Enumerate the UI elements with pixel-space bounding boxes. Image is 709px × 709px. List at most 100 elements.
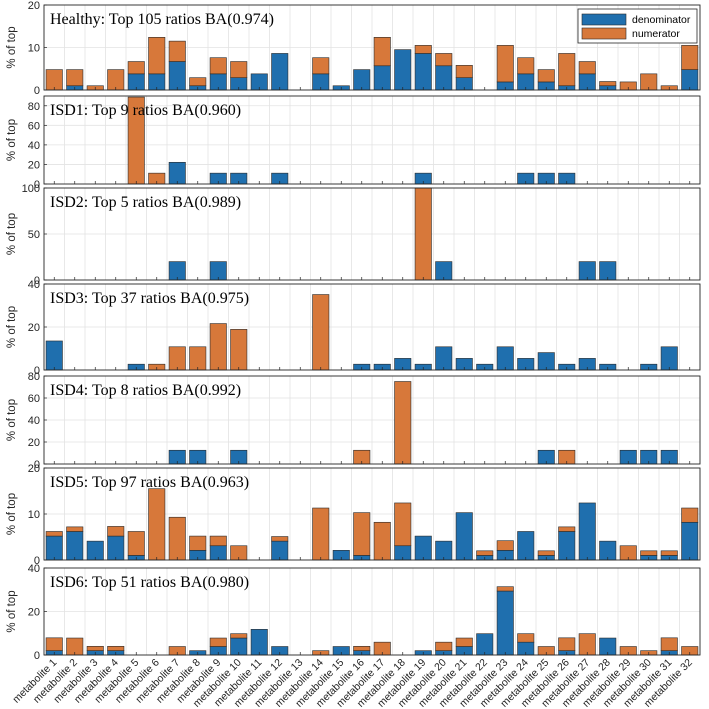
bar-numerator	[209, 637, 227, 647]
bar-numerator	[414, 187, 432, 281]
y-tick-label: 0	[34, 650, 40, 662]
bar-denominator	[168, 61, 186, 91]
bar-numerator	[578, 633, 596, 656]
bar-numerator	[168, 40, 186, 62]
panel-title: ISD1: Top 9 ratios BA(0.960)	[50, 102, 241, 119]
y-tick-label: 0	[34, 459, 40, 471]
bar-denominator	[107, 535, 125, 561]
bar-numerator	[168, 516, 186, 561]
panel-3: 0 50 100 % of top ISD2: Top 5 ratios BA(0.98…	[6, 183, 701, 287]
bar-numerator	[537, 550, 555, 556]
bar-denominator	[558, 531, 576, 561]
bar-numerator	[148, 36, 166, 75]
bar-numerator	[312, 57, 330, 75]
legend-label-denominator: denominator	[632, 14, 691, 26]
bar-denominator	[394, 49, 412, 91]
bar-numerator	[496, 540, 514, 551]
y-axis-label: % of top	[6, 493, 18, 535]
bar-numerator	[189, 535, 207, 551]
y-tick-label: 80	[28, 101, 40, 113]
axes-box	[43, 95, 701, 185]
bar-numerator	[435, 53, 453, 67]
bar-denominator	[66, 531, 84, 561]
panel-5: 0 20 40 60 80 % of top ISD4: Top 8 ratios BA(0…	[6, 371, 701, 471]
bar-numerator	[45, 69, 63, 91]
bar-numerator	[558, 526, 576, 532]
panel-title: Healthy: Top 105 ratios BA(0.974)	[50, 11, 274, 28]
panel-title: ISD3: Top 37 ratios BA(0.975)	[50, 290, 249, 307]
y-axis-label: % of top	[6, 306, 18, 348]
panel-2: 0 20 40 60 80 % of top ISD1: Top 9 ratios BA(0…	[6, 95, 701, 191]
y-axis-label: % of top	[6, 590, 18, 632]
y-tick-label: 50	[28, 229, 40, 241]
bar-numerator	[373, 36, 391, 67]
bar-numerator	[312, 294, 330, 371]
bar-numerator	[107, 526, 125, 537]
bar-numerator	[353, 645, 371, 651]
bar-numerator	[148, 488, 166, 561]
bar-numerator	[660, 550, 678, 556]
legend-swatch-numerator	[581, 27, 627, 40]
y-tick-label: 20	[28, 0, 40, 12]
y-tick-label: 10	[28, 509, 40, 521]
bar-numerator	[599, 81, 617, 87]
y-tick-label: 40	[28, 415, 40, 427]
bar-numerator	[189, 346, 207, 371]
y-axis-label: % of top	[6, 26, 18, 68]
bar-numerator	[271, 536, 289, 542]
legend: denominator numerator	[577, 8, 698, 44]
bar-denominator	[414, 535, 432, 561]
bar-numerator	[66, 526, 84, 532]
bar-numerator	[209, 535, 227, 547]
bar-numerator	[312, 507, 330, 561]
bar-numerator	[209, 323, 227, 371]
y-tick-label: 40	[28, 140, 40, 152]
bar-numerator	[107, 645, 125, 651]
y-tick-label: 40	[28, 279, 40, 291]
y-axis-label: % of top	[6, 399, 18, 441]
bar-denominator	[435, 346, 453, 371]
bar-numerator	[189, 77, 207, 87]
bar-numerator	[353, 512, 371, 556]
bar-denominator	[353, 69, 371, 91]
bar-numerator	[394, 381, 412, 465]
bar-numerator	[435, 641, 453, 651]
panel-4: 0 20 40 % of top ISD3: Top 37 ratios BA(0.97…	[6, 279, 701, 377]
bar-numerator	[517, 633, 535, 643]
bar-numerator	[373, 521, 391, 561]
bar-numerator	[127, 61, 145, 75]
bar-numerator	[230, 329, 248, 371]
panel-title: ISD5: Top 97 ratios BA(0.963)	[50, 474, 249, 491]
bar-numerator	[414, 45, 432, 54]
y-tick-label: 80	[28, 371, 40, 383]
bar-numerator	[45, 637, 63, 651]
bar-denominator	[414, 53, 432, 91]
y-tick-label: 10	[28, 43, 40, 55]
bar-denominator	[373, 65, 391, 91]
bar-denominator	[250, 629, 268, 656]
bar-denominator	[455, 512, 473, 561]
bar-numerator	[230, 61, 248, 78]
bar-numerator	[496, 45, 514, 83]
y-axis-label: % of top	[6, 213, 18, 255]
y-tick-label: 0	[34, 555, 40, 567]
bar-numerator	[455, 65, 473, 78]
bar-numerator	[558, 53, 576, 87]
bar-denominator	[681, 521, 699, 561]
bar-denominator	[45, 340, 63, 371]
bar-numerator	[45, 531, 63, 537]
legend-swatch-denominator	[581, 13, 627, 26]
bar-numerator	[476, 550, 494, 556]
bar-numerator	[107, 69, 125, 91]
legend-label-numerator: numerator	[632, 28, 680, 40]
bar-denominator	[45, 535, 63, 561]
bar-numerator	[86, 645, 104, 651]
bar-denominator	[168, 161, 186, 185]
panel-6: 0 10 20 % of top ISD5: Top 97 ratios BA(0.96…	[6, 463, 701, 567]
panel-title: ISD2: Top 5 ratios BA(0.989)	[50, 194, 241, 211]
y-tick-label: 40	[28, 563, 40, 575]
bar-denominator	[271, 53, 289, 91]
bar-denominator	[660, 346, 678, 371]
y-tick-label: 0	[34, 275, 40, 287]
